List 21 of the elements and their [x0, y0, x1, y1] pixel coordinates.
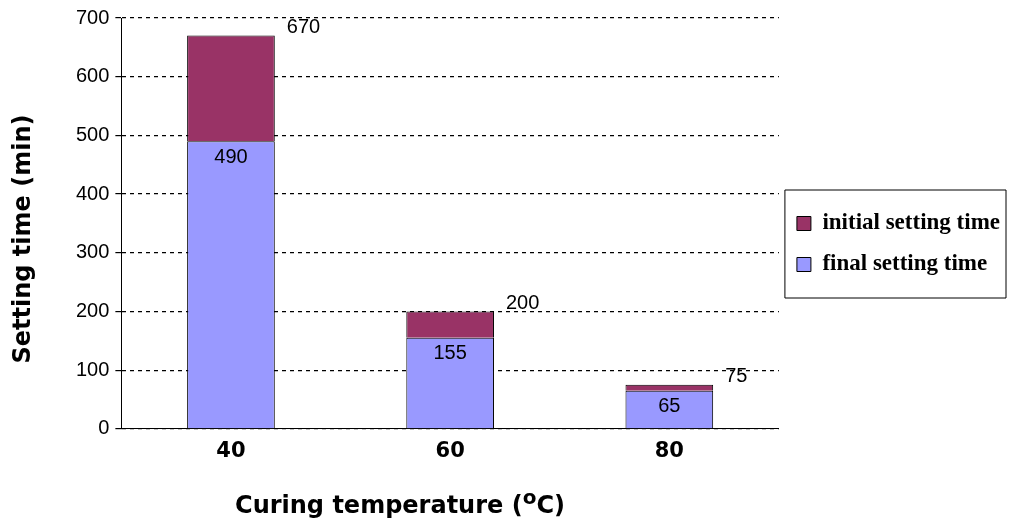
total-label: 75	[725, 364, 748, 387]
y-tick-label: 400	[75, 181, 110, 204]
data-label: 155	[433, 341, 467, 364]
y-tick-label: 500	[75, 122, 110, 145]
data-label: 65	[658, 394, 681, 417]
total-label: 670	[286, 15, 321, 38]
y-tick-label: 600	[75, 64, 110, 87]
total-label: 200	[505, 290, 540, 313]
y-tick-label: 200	[75, 298, 110, 321]
y-tick-label: 300	[75, 240, 110, 263]
y-axis-title: Setting time (min)	[8, 113, 36, 366]
legend-label: initial setting time	[822, 209, 1001, 235]
y-tick-label: 100	[75, 357, 110, 380]
x-axis-title: Curing temperature ($^{o}$C)	[234, 485, 566, 519]
legend-label: final setting time	[822, 250, 988, 276]
x-tick-label: 80	[654, 437, 684, 462]
y-tick-label: 0	[98, 416, 110, 439]
data-label: 490	[214, 144, 248, 167]
x-tick-label: 60	[435, 437, 465, 462]
y-tick-label: 700	[75, 5, 110, 28]
x-tick-label: 40	[216, 437, 246, 462]
